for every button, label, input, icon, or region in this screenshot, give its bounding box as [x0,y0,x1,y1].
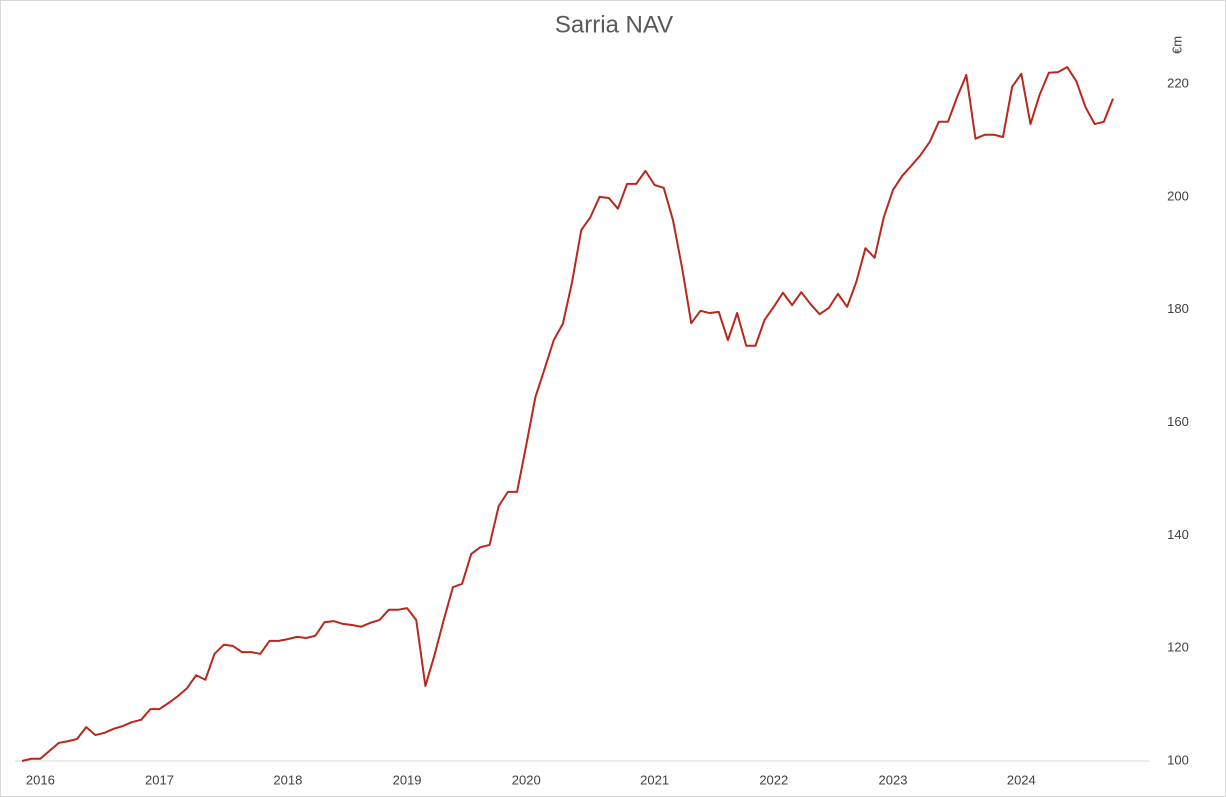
y-tick-label: 180 [1167,301,1189,316]
x-tick-label: 2019 [393,772,422,787]
x-tick-label: 2016 [26,772,55,787]
y-tick-label: 120 [1167,640,1189,655]
x-tick-label: 2022 [759,772,788,787]
y-tick-label: 140 [1167,527,1189,542]
y-axis-label: €m [1169,36,1184,54]
x-tick-label: 2020 [512,772,541,787]
y-tick-label: 200 [1167,188,1189,203]
x-tick-label: 2021 [640,772,669,787]
x-tick-label: 2017 [145,772,174,787]
data-line [21,66,1114,762]
x-tick-label: 2023 [879,772,908,787]
y-tick-label: 160 [1167,414,1189,429]
y-tick-label: 220 [1167,75,1189,90]
x-tick-label: 2018 [273,772,302,787]
x-tick-label: 2024 [1007,772,1036,787]
y-tick-label: 100 [1167,752,1189,767]
chart-title: Sarria NAV [555,11,673,38]
